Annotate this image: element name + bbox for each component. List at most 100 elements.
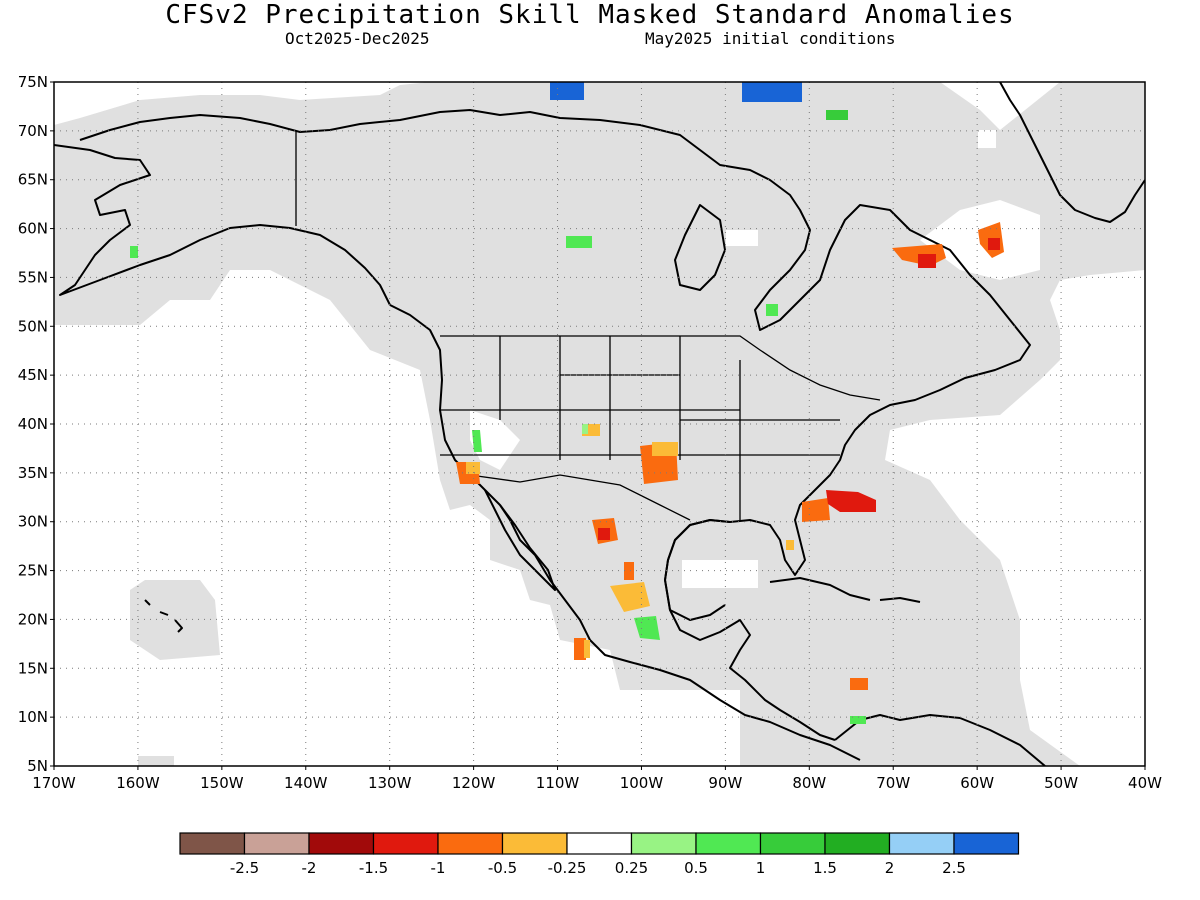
colorbar-swatch (501, 832, 568, 855)
colorbar-label: 1 (756, 859, 766, 877)
lat-label: 5N (27, 757, 48, 775)
baja-california (484, 489, 556, 591)
patch-nwt-green (566, 236, 592, 248)
hawaii-islands (144, 599, 183, 633)
color-bar-labels: -2.5 -2 -1.5 -1 -0.5 -0.25 0.25 0.5 1 1.5 2 2.5 (230, 859, 966, 877)
lon-label: 150W (200, 774, 244, 792)
cuba (769, 577, 871, 601)
patch-colombia (850, 678, 868, 690)
lon-label: 160W (116, 774, 160, 792)
colorbar-label: 2.5 (942, 859, 966, 877)
lon-label: 120W (452, 774, 496, 792)
colorbar-swatch (243, 832, 310, 855)
patch-atlantic-red (826, 490, 876, 512)
gulf-of-mexico (664, 519, 731, 621)
patch-florida (786, 540, 794, 550)
lon-label: 40W (1128, 774, 1162, 792)
lat-label: 20N (18, 610, 48, 628)
colorbar-swatch (953, 832, 1020, 855)
south-america-coast (834, 714, 1046, 766)
lon-label: 90W (708, 774, 742, 792)
longitude-axis: 170W 160W 150W 140W 130W 120W 110W 100W 90W 80W 70… (32, 766, 1162, 792)
patch-arctic-east (742, 82, 802, 102)
coastlines (54, 82, 1145, 766)
patch-southern-plains-yellow (652, 442, 678, 456)
colorbar-swatch (308, 832, 375, 855)
color-bar (179, 832, 1020, 855)
lon-label: 100W (620, 774, 664, 792)
lat-label: 35N (18, 464, 48, 482)
us-mexico-border (469, 474, 691, 521)
lat-label: 30N (18, 513, 48, 531)
lat-label: 10N (18, 708, 48, 726)
latitude-axis: 75N 70N 65N 60N 55N 50N 45N 40N 35N 30N 25N 20N 15N 1… (18, 73, 54, 775)
patch-labrador-red (918, 254, 936, 268)
colorbar-swatch (695, 832, 762, 855)
us-canada-border (440, 335, 881, 401)
lon-label: 140W (284, 774, 328, 792)
lat-label: 60N (18, 220, 48, 238)
patch-colorado-green (582, 424, 588, 434)
colorbar-swatch (630, 832, 697, 855)
colorbar-label: -1.5 (359, 859, 388, 877)
patch-alaska-green (130, 246, 138, 258)
mask-bahamas-gap (682, 560, 758, 588)
lon-label: 60W (960, 774, 994, 792)
colorbar-label: -2 (302, 859, 317, 877)
patch-greenland-red (988, 238, 1000, 250)
lon-label: 80W (792, 774, 826, 792)
patch-quebec-green (766, 304, 778, 316)
us-states-grid (440, 336, 840, 520)
colorbar-swatch (179, 832, 246, 855)
mask-greenland-gap (978, 130, 996, 148)
map-title: CFSv2 Precipitation Skill Masked Standar… (165, 0, 1015, 30)
lat-label: 75N (18, 73, 48, 91)
greenland-coast (999, 82, 1145, 223)
colorbar-swatch (759, 832, 826, 855)
lon-label: 170W (32, 774, 76, 792)
lon-label: 70W (876, 774, 910, 792)
forecast-period: Oct2025-Dec2025 (285, 29, 430, 48)
colorbar-swatch (566, 832, 633, 855)
mask-south-pacific (138, 756, 174, 766)
colorbar-label: 1.5 (813, 859, 837, 877)
gridlines (54, 82, 1145, 766)
lon-label: 130W (368, 774, 412, 792)
patch-arctic-west (550, 82, 584, 100)
patch-arctic-green (826, 110, 848, 120)
patch-mexico-west-yellow (584, 640, 590, 658)
mask-hudson-gap (726, 230, 758, 246)
plot-area (54, 82, 1145, 766)
colorbar-label: -1 (431, 859, 446, 877)
lat-label: 65N (18, 171, 48, 189)
patch-sierra-madre-red (598, 528, 610, 540)
hudson-bay (674, 204, 726, 291)
lat-label: 25N (18, 562, 48, 580)
alaska-coast (54, 144, 391, 306)
initial-conditions: May2025 initial conditions (645, 29, 896, 48)
patch-central-mexico-orange (624, 562, 634, 580)
colorbar-label: -0.5 (488, 859, 517, 877)
lat-label: 45N (18, 366, 48, 384)
borders (295, 132, 881, 521)
patch-mexico-green (634, 616, 660, 640)
colorbar-label: 0.5 (684, 859, 708, 877)
colorbar-swatch (824, 832, 891, 855)
colorbar-swatch (888, 832, 955, 855)
colorbar-label: 0.25 (615, 859, 648, 877)
colorbar-label: 2 (885, 859, 895, 877)
colorbar-swatch (372, 832, 439, 855)
lon-label: 110W (536, 774, 580, 792)
lon-label: 50W (1044, 774, 1078, 792)
patch-atlantic-orange (802, 498, 830, 522)
hispaniola (879, 597, 921, 603)
patch-colombia-green (850, 716, 866, 724)
patch-mexico-west (574, 638, 586, 660)
colorbar-label: -2.5 (230, 859, 259, 877)
patch-socal-yellow (466, 462, 480, 474)
lat-label: 15N (18, 659, 48, 677)
lat-label: 40N (18, 415, 48, 433)
patch-nevada-green (472, 430, 482, 452)
colorbar-swatch (437, 832, 504, 855)
